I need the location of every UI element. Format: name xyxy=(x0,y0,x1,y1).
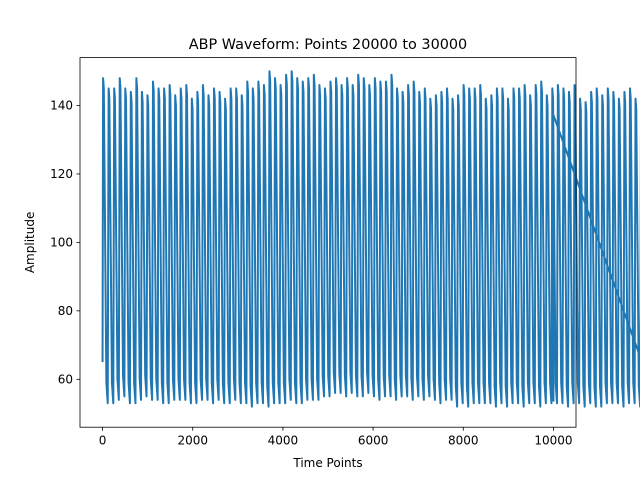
y-tick-label: 80 xyxy=(58,304,73,318)
x-tick-label: 6000 xyxy=(358,434,389,448)
x-tick-label: 10000 xyxy=(534,434,572,448)
y-tick-label: 140 xyxy=(50,99,73,113)
x-tick-label: 8000 xyxy=(448,434,479,448)
x-axis-title: Time Points xyxy=(292,456,362,470)
x-tick-label: 2000 xyxy=(177,434,208,448)
y-tick-label: 100 xyxy=(50,236,73,250)
abp-series-line xyxy=(101,70,640,408)
x-tick-label: 4000 xyxy=(268,434,299,448)
y-axis-title: Amplitude xyxy=(23,212,37,274)
x-axis-ticks: 0 2000 4000 6000 8000 10000 xyxy=(99,427,573,448)
x-tick-label: 0 xyxy=(99,434,107,448)
y-tick-label: 60 xyxy=(58,372,73,386)
y-axis-ticks: 60 80 100 120 140 xyxy=(50,99,80,386)
chart-title: ABP Waveform: Points 20000 to 30000 xyxy=(189,37,467,53)
y-tick-label: 120 xyxy=(50,167,73,181)
